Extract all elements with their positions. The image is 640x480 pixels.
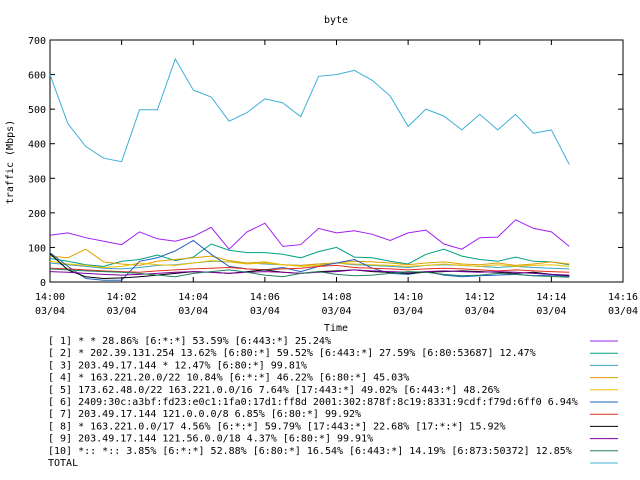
legend-label: TOTAL bbox=[48, 458, 78, 469]
y-tick-label: 0 bbox=[40, 278, 46, 289]
x-tick-date: 03/04 bbox=[321, 306, 351, 317]
x-axis-label: Time bbox=[324, 323, 348, 334]
series-line-7 bbox=[49, 264, 570, 273]
series-line-4 bbox=[49, 248, 570, 266]
axis-ticks: 0 100 200 300 400 500 600 700 14:00 03/04 14:02 03/… bbox=[28, 36, 638, 317]
x-tick-time: 14:02 bbox=[107, 292, 137, 303]
legend-label: [10] *:: *:: 3.85% [6:*:*] 52.88% [6:80:… bbox=[48, 446, 572, 457]
series-line-10 bbox=[49, 268, 570, 278]
legend-label: [ 7] 203.49.17.144 121.0.0.0/8 6.85% [6:… bbox=[48, 409, 361, 420]
x-tick-time: 14:04 bbox=[178, 292, 208, 303]
legend-label: [ 4] * 163.221.20.0/22 10.84% [6:*:*] 46… bbox=[48, 373, 409, 384]
x-tick-date: 03/04 bbox=[107, 306, 137, 317]
plot-area bbox=[49, 39, 624, 283]
x-tick-time: 14:14 bbox=[536, 292, 566, 303]
x-tick-time: 14:16 bbox=[608, 292, 638, 303]
x-tick-time: 14:12 bbox=[465, 292, 495, 303]
x-tick-time: 14:06 bbox=[250, 292, 280, 303]
series-line-1 bbox=[49, 219, 570, 250]
legend-label: [ 3] 203.49.17.144 * 12.47% [6:80:*] 99.… bbox=[48, 360, 307, 371]
legend-label: [ 2] * 202.39.131.254 13.62% [6:80:*] 59… bbox=[48, 348, 536, 359]
series-line-2 bbox=[49, 243, 570, 267]
x-tick-date: 03/04 bbox=[536, 306, 566, 317]
series-line-5 bbox=[49, 260, 570, 269]
series-line-6 bbox=[49, 239, 570, 281]
x-tick-date: 03/04 bbox=[35, 306, 65, 317]
legend-label: [ 9] 203.49.17.144 121.56.0.0/18 4.37% [… bbox=[48, 434, 373, 445]
y-tick-label: 700 bbox=[28, 36, 46, 47]
y-tick-label: 300 bbox=[28, 174, 46, 185]
legend-label: [ 5] 173.62.48.0/22 163.221.0.0/16 7.64%… bbox=[48, 385, 500, 396]
x-tick-date: 03/04 bbox=[465, 306, 495, 317]
series-lines bbox=[49, 57, 570, 281]
y-tick-label: 500 bbox=[28, 105, 46, 116]
y-tick-label: 100 bbox=[28, 243, 46, 254]
y-tick-label: 600 bbox=[28, 71, 46, 82]
x-tick-time: 14:08 bbox=[321, 292, 351, 303]
legend-label: [ 6] 2409:30c:a3bf:fd23:e0c1:1fa0:17d1:f… bbox=[48, 397, 578, 408]
series-line-11 bbox=[49, 57, 570, 165]
x-tick-date: 03/04 bbox=[393, 306, 423, 317]
x-tick-time: 14:00 bbox=[35, 292, 65, 303]
y-axis-label: traffic (Mbps) bbox=[5, 120, 16, 204]
x-tick-date: 03/04 bbox=[178, 306, 208, 317]
legend: [ 1] * * 28.86% [6:*:*] 53.59% [6:443:*]… bbox=[48, 336, 618, 469]
x-tick-date: 03/04 bbox=[608, 306, 638, 317]
chart-title: byte bbox=[324, 15, 348, 26]
x-tick-time: 14:10 bbox=[393, 292, 423, 303]
legend-label: [ 1] * * 28.86% [6:*:*] 53.59% [6:443:*]… bbox=[48, 336, 331, 347]
legend-label: [ 8] * 163.221.0.0/17 4.56% [6:*:*] 59.7… bbox=[48, 421, 506, 432]
y-tick-label: 200 bbox=[28, 209, 46, 220]
y-tick-label: 400 bbox=[28, 140, 46, 151]
x-tick-date: 03/04 bbox=[250, 306, 280, 317]
